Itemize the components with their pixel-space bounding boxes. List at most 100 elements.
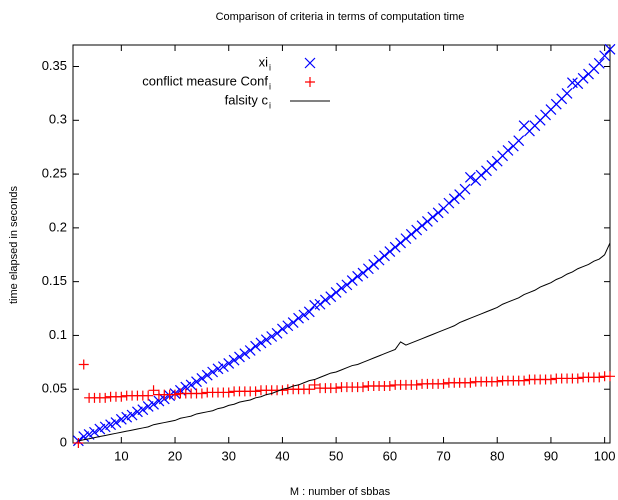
plus-marker xyxy=(545,374,556,385)
x-marker xyxy=(593,57,605,69)
x-marker xyxy=(304,57,316,69)
y-tick-label: 0.3 xyxy=(49,112,67,127)
plus-marker xyxy=(519,375,530,386)
x-tick-label: 20 xyxy=(168,448,182,463)
x-marker xyxy=(234,351,245,363)
x-marker xyxy=(577,72,589,84)
x-tick-label: 90 xyxy=(544,448,558,463)
x-marker xyxy=(314,298,326,310)
x-marker xyxy=(368,259,380,270)
plus-marker xyxy=(465,377,476,388)
x-marker xyxy=(223,357,235,369)
x-marker xyxy=(427,211,439,223)
x-marker xyxy=(217,361,229,373)
x-marker xyxy=(561,87,573,99)
legend-subscript: i xyxy=(269,100,271,110)
plus-marker xyxy=(572,373,583,384)
plus-marker xyxy=(143,390,154,401)
x-marker xyxy=(287,317,299,328)
x-marker xyxy=(260,334,272,346)
x-marker xyxy=(266,331,278,342)
plus-marker xyxy=(605,371,615,382)
x-tick-label: 30 xyxy=(221,448,235,463)
plus-marker xyxy=(116,391,127,402)
x-tick-label: 10 xyxy=(114,448,128,463)
x-marker xyxy=(319,294,331,306)
x-marker xyxy=(212,363,224,375)
x-marker xyxy=(400,233,412,245)
legend-label: falsity c xyxy=(225,92,269,107)
plus-marker xyxy=(309,379,320,390)
x-tick-label: 100 xyxy=(594,448,616,463)
plus-marker xyxy=(148,385,159,396)
x-axis-label: M : number of sbbas xyxy=(290,486,391,498)
x-marker xyxy=(126,409,138,421)
x-tick-label: 70 xyxy=(436,448,450,463)
y-tick-label: 0.35 xyxy=(42,58,67,73)
x-marker xyxy=(373,254,385,266)
y-tick-label: 0.25 xyxy=(42,166,67,181)
x-marker xyxy=(443,197,455,209)
x-marker xyxy=(89,426,100,438)
plus-marker xyxy=(594,372,605,383)
x-marker xyxy=(362,263,374,275)
x-marker xyxy=(228,354,240,366)
x-marker xyxy=(137,404,149,416)
x-marker xyxy=(94,423,106,435)
plus-marker xyxy=(196,388,207,399)
x-marker xyxy=(121,411,133,423)
y-tick-label: 0.1 xyxy=(49,327,67,342)
x-marker xyxy=(99,421,111,433)
x-marker xyxy=(352,270,364,282)
plus-marker xyxy=(384,380,395,391)
x-marker xyxy=(411,224,423,236)
x-marker xyxy=(475,169,487,181)
x-marker xyxy=(153,395,165,407)
x-marker xyxy=(142,401,154,412)
x-marker xyxy=(432,207,444,219)
legend-label: xi xyxy=(259,54,269,69)
x-tick-label: 80 xyxy=(490,448,504,463)
x-marker xyxy=(421,215,433,227)
x-marker xyxy=(336,282,347,294)
x-marker xyxy=(110,417,122,428)
x-marker xyxy=(464,171,476,183)
x-marker xyxy=(604,43,616,55)
x-marker xyxy=(599,50,611,62)
x-marker xyxy=(303,306,315,318)
plus-marker xyxy=(492,376,503,387)
legend-subscript: i xyxy=(269,81,271,91)
y-tick-label: 0.05 xyxy=(42,381,67,396)
legend-subscript: i xyxy=(269,62,271,72)
plus-marker xyxy=(411,379,422,390)
x-marker xyxy=(105,419,117,431)
x-tick-label: 60 xyxy=(383,448,397,463)
x-tick-label: 50 xyxy=(329,448,343,463)
x-marker xyxy=(330,286,342,298)
x-marker xyxy=(201,369,213,381)
y-tick-label: 0.2 xyxy=(49,219,67,234)
plus-marker xyxy=(331,383,342,394)
x-marker xyxy=(132,406,143,418)
x-marker xyxy=(459,183,471,195)
x-marker xyxy=(282,320,294,332)
plus-marker xyxy=(100,392,111,403)
data-line xyxy=(78,242,611,442)
x-marker xyxy=(271,327,283,339)
y-tick-label: 0 xyxy=(60,434,67,449)
x-marker xyxy=(486,160,498,171)
x-marker xyxy=(255,337,267,349)
x-marker xyxy=(502,144,514,156)
x-marker xyxy=(448,193,460,205)
x-marker xyxy=(384,246,396,257)
y-tick-label: 0.15 xyxy=(42,273,67,288)
x-marker xyxy=(346,275,358,286)
plus-marker xyxy=(223,387,234,398)
x-marker xyxy=(239,348,251,360)
x-marker xyxy=(298,309,310,321)
x-marker xyxy=(196,373,208,384)
x-marker xyxy=(293,312,304,324)
plus-marker xyxy=(250,386,261,397)
